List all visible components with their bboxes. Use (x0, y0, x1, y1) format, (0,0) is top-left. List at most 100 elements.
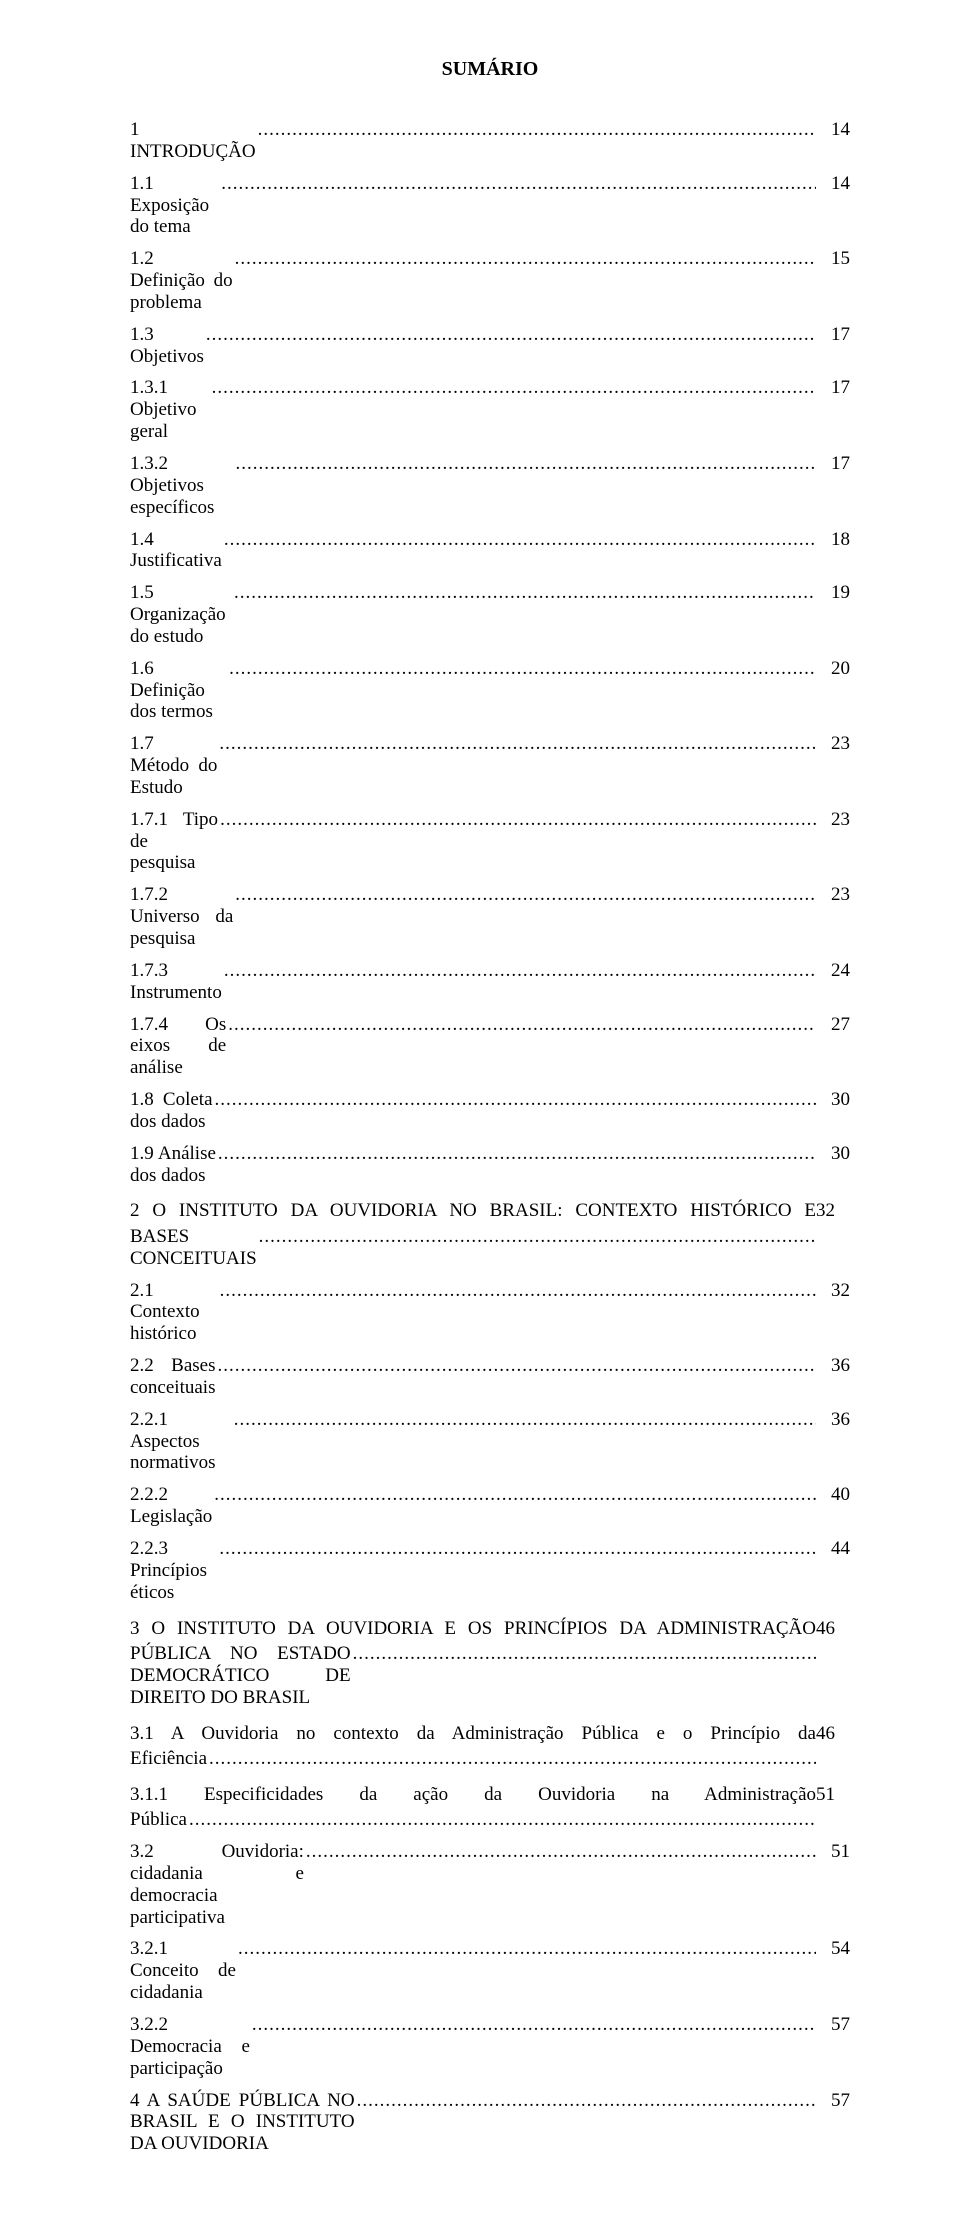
toc-leader-dots: ........................................… (232, 1409, 816, 1431)
toc-leader-dots: ........................................… (219, 173, 816, 195)
toc-label: 1.7.3 Instrumento (130, 960, 222, 1004)
toc-page-number: 36 (816, 1355, 850, 1377)
toc-entry: 1.7 Método do Estudo....................… (130, 733, 850, 799)
toc-label: 3.2 Ouvidoria: cidadania e democracia pa… (130, 1841, 304, 1928)
toc-label: 1.3 Objetivos (130, 324, 204, 368)
toc-page-number: 27 (816, 1014, 850, 1036)
toc-section-1: 1 INTRODUÇÃO............................… (130, 119, 850, 1186)
toc-page-number: 23 (816, 884, 850, 906)
toc-multiline-line1: 46 3.1 A Ouvidoria no contexto da Admini… (130, 1719, 850, 1748)
toc-entry: 1.5 Organização do estudo...............… (130, 582, 850, 648)
toc-leader-dots: ........................................… (216, 1143, 816, 1165)
toc-leader-dots: ........................................… (226, 1014, 816, 1036)
toc-label: 1.1 Exposição do tema (130, 173, 219, 239)
toc-leader-dots: ........................................… (256, 119, 816, 141)
toc-leader-dots: ........................................… (210, 377, 816, 399)
toc-entry: 1.7.4 Os eixos de análise...............… (130, 1014, 850, 1080)
toc-label: 3.2.1 Conceito de cidadania (130, 1938, 236, 2004)
toc-page-number: 15 (816, 248, 850, 270)
toc-leader-dots: ........................................… (212, 1484, 816, 1506)
toc-multiline-line1: 51 3.1.1 Especificidades da ação da Ouvi… (130, 1780, 850, 1809)
toc-leader-dots: ........................................… (217, 733, 816, 755)
toc-leader-dots: ........................................… (222, 960, 816, 982)
toc-label: Pública (130, 1809, 187, 1831)
toc-leader-dots: ........................................… (233, 884, 816, 906)
toc-entry: 2.2.1 Aspectos normativos...............… (130, 1409, 850, 1475)
toc-leader-dots: ........................................… (217, 1538, 816, 1560)
toc-page-number: 40 (816, 1484, 850, 1506)
toc-page-number: 30 (816, 1143, 850, 1165)
toc-label: Eficiência (130, 1748, 207, 1770)
toc-entry: 2.2 Bases conceituais...................… (130, 1355, 850, 1399)
toc-leader-dots: ........................................… (355, 2090, 816, 2112)
toc-label: 1.9 Análise dos dados (130, 1143, 216, 1187)
toc-label: 1.8 Coleta dos dados (130, 1089, 213, 1133)
toc-page-number: 24 (816, 960, 850, 982)
toc-page-number: 46 (816, 1614, 850, 1643)
toc-page-number: 14 (816, 173, 850, 195)
toc-page-number: 19 (816, 582, 850, 604)
toc-page-number: 44 (816, 1538, 850, 1560)
toc-entry-multiline: 46 3 O INSTITUTO DA OUVIDORIA E OS PRINC… (130, 1614, 850, 1709)
toc-multiline-line1: 32 2 O INSTITUTO DA OUVIDORIA NO BRASIL:… (130, 1196, 850, 1225)
toc-label: 1.6 Definição dos termos (130, 658, 227, 724)
toc-entry: 2.2.3 Princípios éticos.................… (130, 1538, 850, 1604)
toc-entry: 1.3.1 Objetivo geral....................… (130, 377, 850, 443)
toc-leader-dots: ........................................… (257, 1226, 816, 1248)
toc-page-number: 17 (816, 324, 850, 346)
toc-label: 3.1 A Ouvidoria no contexto da Administr… (130, 1723, 816, 1744)
toc-label: PÚBLICA NO ESTADO DEMOCRÁTICO DE DIREITO… (130, 1643, 351, 1709)
toc-leader-dots: ........................................… (227, 658, 816, 680)
toc-label: 1.3.1 Objetivo geral (130, 377, 210, 443)
toc-entry-multiline: 32 2 O INSTITUTO DA OUVIDORIA NO BRASIL:… (130, 1196, 850, 1269)
toc-leader-dots: ........................................… (218, 1280, 816, 1302)
toc-label: 1.7 Método do Estudo (130, 733, 217, 799)
toc-entry-multiline: 46 3.1 A Ouvidoria no contexto da Admini… (130, 1719, 850, 1770)
toc-entry: 1.4 Justificativa.......................… (130, 529, 850, 573)
toc-page-number: 51 (816, 1841, 850, 1863)
toc-entry: 1.3 Objetivos...........................… (130, 324, 850, 368)
toc-page-number: 57 (816, 2014, 850, 2036)
toc-label: 4 A SAÚDE PÚBLICA NO BRASIL E O INSTITUT… (130, 2090, 355, 2156)
toc-leader-dots: ........................................… (215, 1355, 816, 1377)
toc-label: 1.7.2 Universo da pesquisa (130, 884, 233, 950)
toc-leader-dots: ........................................… (233, 248, 816, 270)
toc-entry: 3.2.2 Democracia e participação.........… (130, 2014, 850, 2080)
toc-leader-dots: ........................................… (204, 324, 816, 346)
toc-entry: 2.2.2 Legislação........................… (130, 1484, 850, 1528)
toc-entry: 1.6 Definição dos termos................… (130, 658, 850, 724)
toc-leader-dots: ........................................… (304, 1841, 816, 1863)
toc-label: 3.2.2 Democracia e participação (130, 2014, 250, 2080)
toc-label: 2.1 Contexto histórico (130, 1280, 218, 1346)
toc-entry: 1.7.3 Instrumento.......................… (130, 960, 850, 1004)
toc-label: 1.5 Organização do estudo (130, 582, 232, 648)
toc-multiline-line2: Eficiência .............................… (130, 1748, 850, 1770)
toc-leader-dots: ........................................… (250, 2014, 816, 2036)
toc-section-2: 2.1 Contexto histórico..................… (130, 1280, 850, 1604)
toc-entry: 4 A SAÚDE PÚBLICA NO BRASIL E O INSTITUT… (130, 2090, 850, 2156)
toc-page-number: 30 (816, 1089, 850, 1111)
page-title: SUMÁRIO (130, 58, 850, 81)
toc-page-number: 14 (816, 119, 850, 141)
toc-leader-dots: ........................................… (218, 809, 816, 831)
toc-entry: 3.2 Ouvidoria: cidadania e democracia pa… (130, 1841, 850, 1928)
toc-label: 1 INTRODUÇÃO (130, 119, 256, 163)
toc-page-number: 18 (816, 529, 850, 551)
toc-multiline-line2: Pública ................................… (130, 1809, 850, 1831)
toc-entry: 1.3.2 Objetivos específicos.............… (130, 453, 850, 519)
toc-leader-dots: ........................................… (351, 1643, 816, 1665)
toc-multiline-line2: BASES CONCEITUAIS ......................… (130, 1226, 850, 1270)
toc-label: 1.7.4 Os eixos de análise (130, 1014, 226, 1080)
toc-page-number: 20 (816, 658, 850, 680)
toc-label: 3 O INSTITUTO DA OUVIDORIA E OS PRINCÍPI… (130, 1618, 816, 1639)
toc-entry: 1.9 Análise dos dados...................… (130, 1143, 850, 1187)
toc-page-number: 32 (816, 1196, 850, 1225)
toc-entry: 1.7.2 Universo da pesquisa..............… (130, 884, 850, 950)
toc-label: 2.2.3 Princípios éticos (130, 1538, 217, 1604)
toc-label: 2.2.1 Aspectos normativos (130, 1409, 232, 1475)
toc-entry: 1 INTRODUÇÃO............................… (130, 119, 850, 163)
toc-label: 3.1.1 Especificidades da ação da Ouvidor… (130, 1784, 816, 1805)
toc-leader-dots: ........................................… (222, 529, 816, 551)
toc-entry: 1.2 Definição do problema...............… (130, 248, 850, 314)
toc-page-number: 23 (816, 733, 850, 755)
